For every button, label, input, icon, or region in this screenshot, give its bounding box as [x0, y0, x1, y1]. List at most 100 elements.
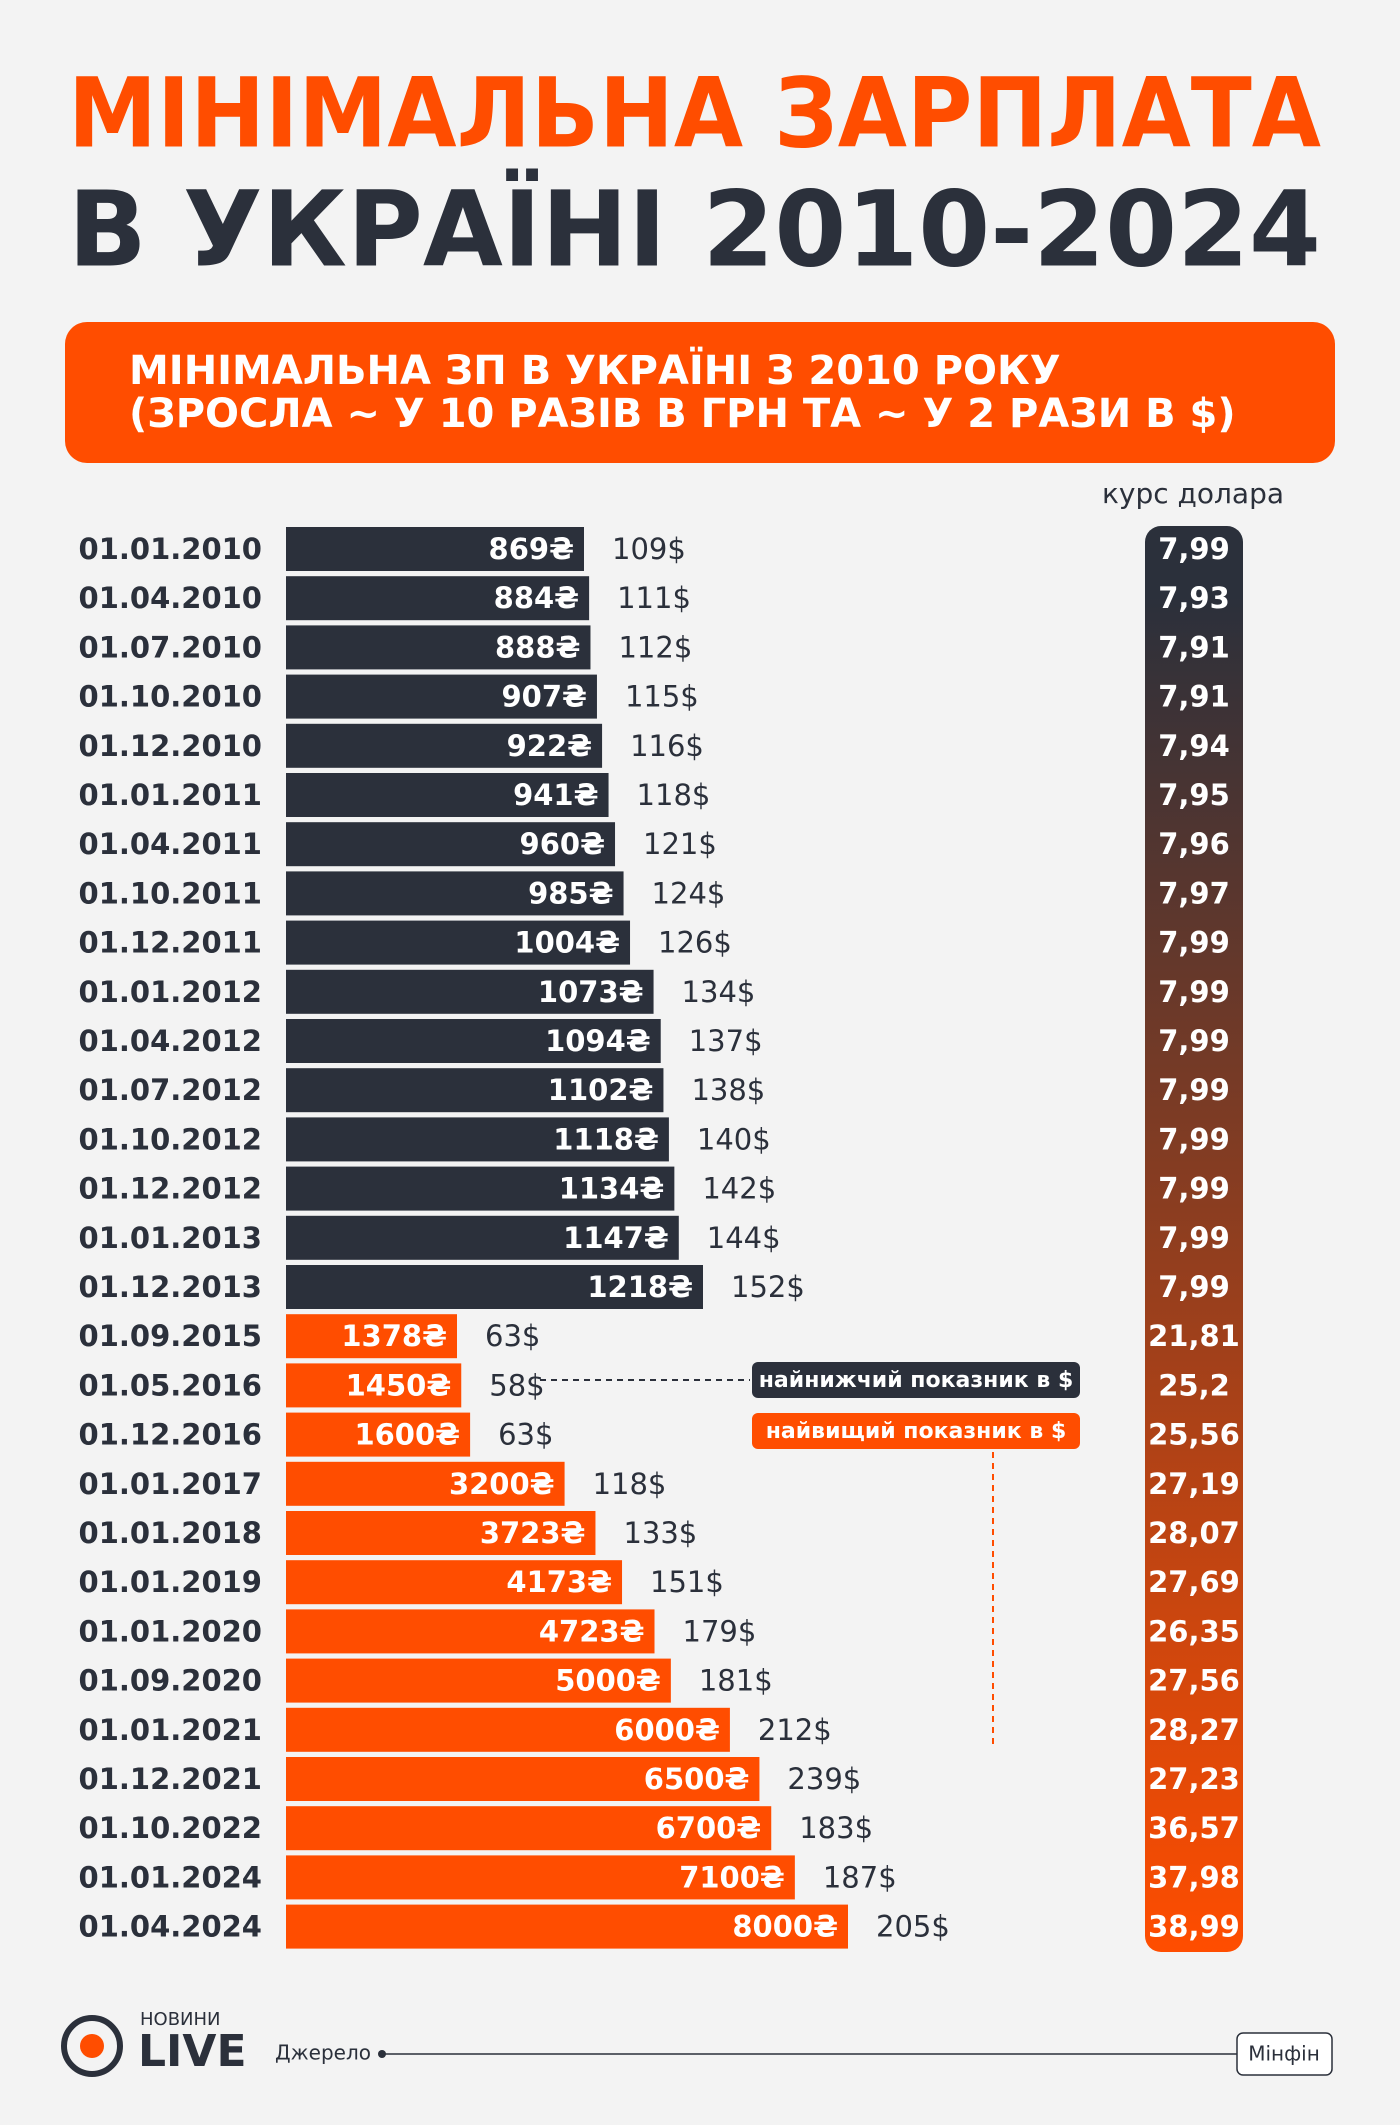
usd-label: 111$	[617, 581, 691, 615]
value-label: 1004₴	[514, 926, 620, 960]
value-label: 869₴	[489, 532, 574, 566]
source-label: Джерело	[275, 2041, 371, 2065]
category-label: 01.01.2011	[79, 778, 262, 812]
annotation-box	[752, 1413, 1080, 1449]
logo-dot	[80, 2034, 104, 2058]
bar	[286, 1117, 669, 1162]
usd-label: 63$	[485, 1319, 540, 1353]
rate-label: 21,81	[1148, 1319, 1240, 1353]
category-label: 01.05.2016	[79, 1368, 262, 1402]
value-label: 922₴	[507, 729, 592, 763]
bar	[286, 1806, 772, 1851]
category-label: 01.10.2011	[79, 876, 262, 910]
rate-label: 7,97	[1158, 876, 1230, 910]
value-label: 888₴	[495, 630, 580, 664]
subtitle-line: МІНІМАЛЬНА ЗП В УКРАЇНІ З 2010 РОКУ	[129, 346, 1061, 394]
category-label: 01.01.2012	[79, 975, 262, 1009]
rate-label: 37,98	[1148, 1860, 1240, 1894]
value-label: 6500₴	[644, 1762, 750, 1796]
value-label: 1102₴	[548, 1073, 654, 1107]
bar	[286, 1314, 457, 1359]
value-label: 1218₴	[587, 1270, 693, 1304]
rate-label: 7,99	[1158, 532, 1230, 566]
value-label: 1600₴	[354, 1418, 460, 1452]
category-label: 01.12.2016	[79, 1418, 262, 1452]
value-label: 960₴	[520, 827, 605, 861]
category-label: 01.04.2010	[79, 581, 262, 615]
title-line: В УКРАЇНІ 2010-2024	[68, 168, 1321, 290]
rate-label: 7,99	[1158, 1122, 1230, 1156]
category-label: 01.01.2010	[79, 532, 262, 566]
bar	[286, 1412, 471, 1457]
bar	[286, 1707, 730, 1752]
logo-text: LIVE	[138, 2026, 247, 2077]
rate-label: 7,95	[1158, 778, 1230, 812]
bar	[286, 723, 603, 768]
bar	[286, 969, 654, 1014]
value-label: 884₴	[494, 581, 579, 615]
usd-label: 116$	[630, 729, 704, 763]
category-label: 01.07.2012	[79, 1073, 262, 1107]
value-label: 1378₴	[341, 1319, 447, 1353]
rate-label: 27,69	[1148, 1565, 1240, 1599]
bar	[286, 1019, 661, 1063]
rate-label: 7,99	[1158, 1270, 1230, 1304]
category-label: 01.12.2011	[79, 926, 262, 960]
usd-label: 126$	[658, 926, 732, 960]
bar	[286, 920, 631, 965]
value-label: 985₴	[528, 876, 613, 910]
value-label: 1073₴	[538, 975, 644, 1009]
rate-label: 7,99	[1158, 1024, 1230, 1058]
rate-header: курс долара	[1102, 477, 1284, 510]
rate-label: 7,99	[1158, 975, 1230, 1009]
rate-label: 7,96	[1158, 827, 1230, 861]
bar	[286, 1363, 462, 1408]
rate-label: 7,99	[1158, 1172, 1230, 1206]
rate-label: 7,91	[1158, 680, 1230, 714]
usd-label: 152$	[731, 1270, 805, 1304]
usd-label: 124$	[652, 876, 726, 910]
rate-column	[1145, 526, 1243, 1952]
rate-label: 7,94	[1158, 729, 1230, 763]
value-label: 1118₴	[553, 1122, 659, 1156]
bar	[286, 1609, 655, 1654]
value-label: 5000₴	[555, 1664, 661, 1698]
rate-label: 7,93	[1158, 581, 1230, 615]
usd-label: 239$	[787, 1762, 861, 1796]
bar	[286, 1215, 679, 1260]
value-label: 1147₴	[563, 1221, 669, 1255]
rate-label: 25,2	[1158, 1368, 1230, 1402]
usd-label: 118$	[593, 1467, 667, 1501]
rate-label: 7,99	[1158, 926, 1230, 960]
source-value: Мінфін	[1248, 2042, 1320, 2066]
usd-label: 133$	[623, 1516, 697, 1550]
usd-label: 151$	[650, 1565, 724, 1599]
subtitle-banner	[65, 322, 1335, 463]
subtitle-line: (ЗРОСЛА ~ У 10 РАЗІВ В ГРН ТА ~ У 2 РАЗИ…	[129, 391, 1236, 437]
bar	[286, 822, 616, 867]
source-box	[1236, 2032, 1333, 2076]
value-label: 1134₴	[559, 1172, 665, 1206]
rate-label: 7,91	[1158, 630, 1230, 664]
category-label: 01.01.2017	[79, 1467, 262, 1501]
bar	[286, 1904, 848, 1949]
rate-label: 28,27	[1148, 1713, 1240, 1747]
bar	[286, 773, 609, 817]
usd-label: 115$	[625, 680, 699, 714]
category-label: 01.01.2021	[79, 1713, 262, 1747]
annotation-box	[752, 1362, 1080, 1398]
bar	[286, 871, 624, 916]
category-label: 01.01.2019	[79, 1565, 262, 1599]
category-label: 01.09.2015	[79, 1319, 262, 1353]
usd-label: 142$	[702, 1172, 776, 1206]
bar	[286, 1068, 664, 1113]
usd-label: 212$	[758, 1713, 832, 1747]
usd-label: 140$	[697, 1122, 771, 1156]
logo-ring	[61, 2015, 123, 2077]
usd-label: 181$	[699, 1664, 773, 1698]
category-label: 01.12.2013	[79, 1270, 262, 1304]
category-label: 01.09.2020	[79, 1664, 262, 1698]
value-label: 4173₴	[506, 1565, 612, 1599]
usd-label: 138$	[691, 1073, 765, 1107]
